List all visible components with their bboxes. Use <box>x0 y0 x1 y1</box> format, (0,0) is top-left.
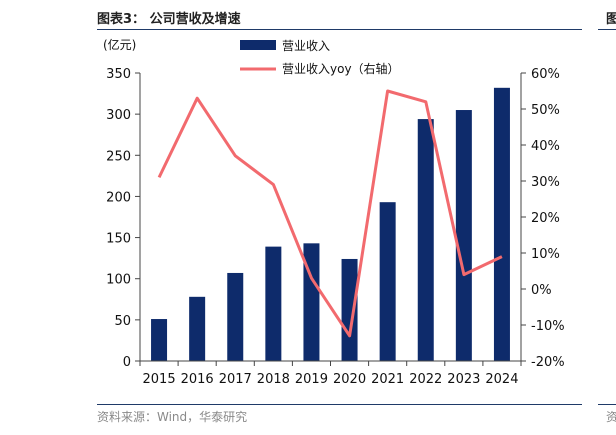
adjacent-figure-title-fragment: 图 <box>606 12 616 27</box>
adjacent-title-divider <box>598 29 616 30</box>
left-tick-label: 150 <box>106 232 131 247</box>
right-tick-label: 20% <box>531 211 560 226</box>
yoy-line <box>157 89 503 338</box>
revenue-bar-2021 <box>379 202 396 361</box>
left-axis: 0 50 100 150 200 250 300 350 (亿元) <box>103 37 141 370</box>
x-tick-label: 2021 <box>371 372 404 387</box>
x-tick-label: 2017 <box>219 372 252 387</box>
right-tick-label: 40% <box>531 139 560 154</box>
legend-label-revenue: 营业收入 <box>282 39 330 53</box>
legend-swatch-revenue <box>240 40 276 50</box>
left-tick-label: 200 <box>106 190 131 205</box>
left-tick-label: 50 <box>114 314 131 329</box>
data-source: 资料来源：Wind，华泰研究 <box>97 410 248 424</box>
revenue-bar-2024 <box>493 87 510 361</box>
right-tick-label: -20% <box>531 355 565 370</box>
revenue-bar-2023 <box>455 110 472 362</box>
x-tick-label: 2016 <box>181 372 214 387</box>
revenue-bar-2018 <box>265 246 282 361</box>
revenue-bar-2015 <box>151 319 168 361</box>
legend-label-yoy: 营业收入yoy（右轴） <box>282 61 400 76</box>
revenue-bar-2020 <box>341 258 358 361</box>
right-tick-label: 0% <box>531 283 552 298</box>
left-tick-label: 300 <box>106 108 131 123</box>
revenue-bar-2019 <box>303 243 320 361</box>
revenue-bar-2017 <box>227 272 244 361</box>
x-tick-label: 2022 <box>409 372 442 387</box>
x-tick-label: 2023 <box>447 372 480 387</box>
x-tick-label: 2015 <box>143 372 176 387</box>
x-tick-label: 2019 <box>295 372 328 387</box>
right-tick-label: -10% <box>531 319 565 334</box>
right-tick-label: 60% <box>531 67 560 82</box>
yoy-series-line <box>157 89 503 338</box>
x-tick-label: 2024 <box>485 372 518 387</box>
right-tick-label: 30% <box>531 175 560 190</box>
revenue-bars <box>151 87 510 362</box>
source-divider <box>97 404 582 405</box>
revenue-bar-2022 <box>417 119 434 361</box>
right-tick-label: 50% <box>531 103 560 118</box>
right-tick-label: 10% <box>531 247 560 262</box>
revenue-bar-2016 <box>189 296 206 361</box>
left-axis-unit: (亿元) <box>103 37 136 52</box>
left-tick-label: 0 <box>123 355 131 370</box>
left-tick-label: 250 <box>106 149 131 164</box>
left-tick-label: 350 <box>106 67 131 82</box>
figure-title: 图表3： 公司营收及增速 <box>97 12 241 27</box>
x-tick-label: 2018 <box>257 372 290 387</box>
left-tick-label: 100 <box>106 273 131 288</box>
x-axis: 2015 2016 2017 2018 2019 2020 2021 2022 2023 2024 <box>139 360 522 387</box>
adjacent-source-divider <box>598 404 616 405</box>
right-axis: -20% -10% 0% 10% 20% 30% 40% 50% 60% <box>520 67 565 370</box>
x-tick-label: 2020 <box>333 372 366 387</box>
adjacent-source-fragment: 资 <box>606 410 616 424</box>
title-divider <box>97 29 582 30</box>
